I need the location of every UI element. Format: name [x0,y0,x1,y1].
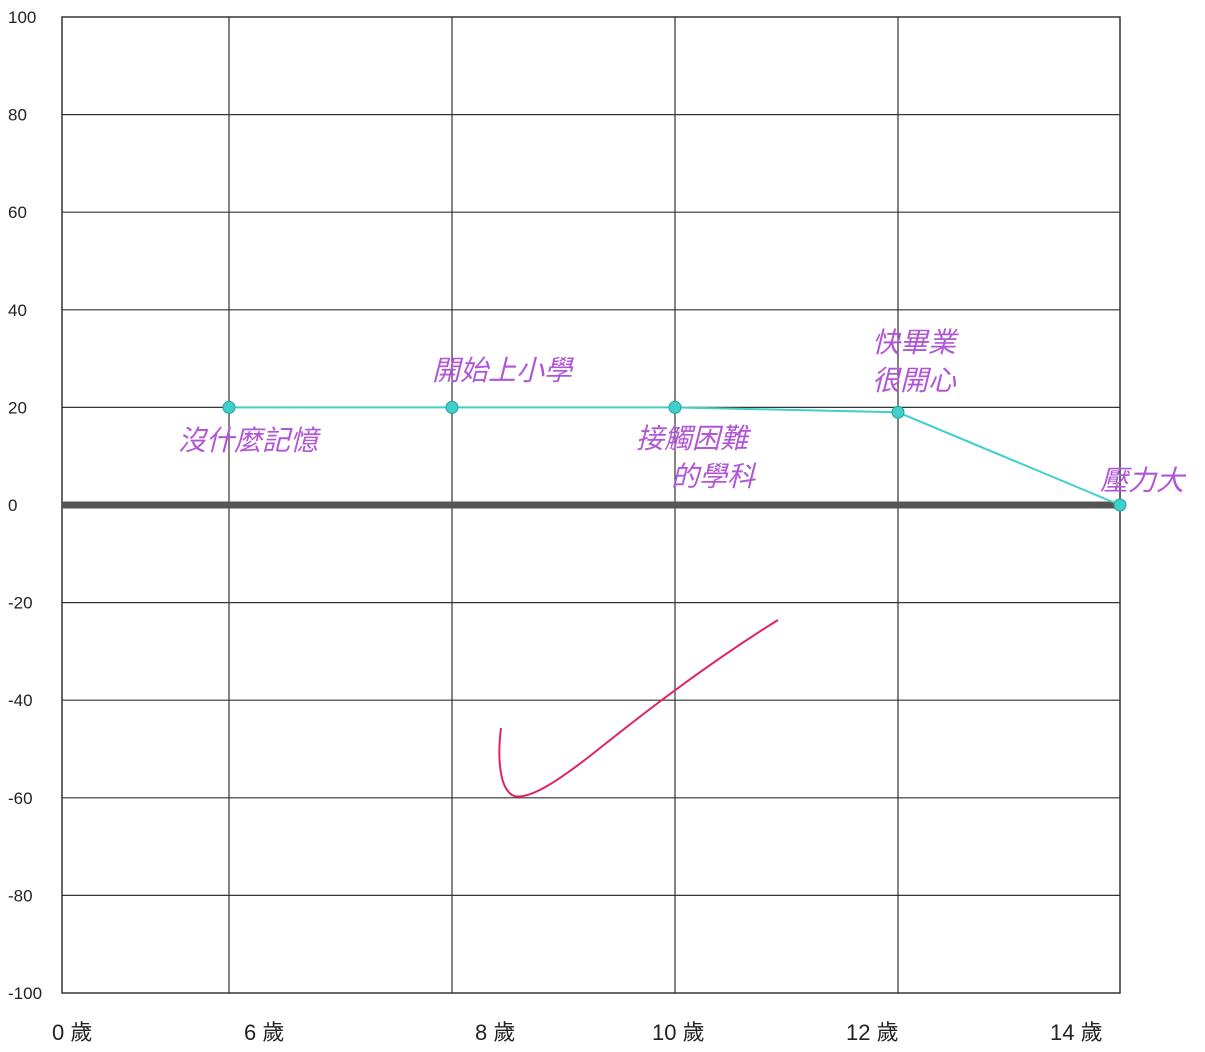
y-tick-label: -40 [8,691,33,710]
y-tick-label: -100 [8,984,42,1003]
annotation-label: 沒什麼記憶 [178,424,321,457]
data-point [891,405,905,419]
x-axis-ticks: 0 歲 6 歲 8 歲 10 歲 12 歲 14 歲 [52,1020,1103,1045]
data-point [668,400,682,414]
x-tick-label: 12 歲 [846,1020,899,1045]
y-tick-label: 0 [8,496,17,515]
x-tick-label: 14 歲 [1050,1020,1103,1045]
y-tick-label: 100 [8,8,36,27]
data-point [445,400,459,414]
y-tick-label: 40 [8,301,27,320]
series-layer [222,400,1127,512]
annotation-label: 的學科 [671,460,757,493]
x-tick-label: 0 歲 [52,1020,92,1045]
y-tick-label: -80 [8,886,33,905]
x-tick-label: 6 歲 [244,1020,284,1045]
data-point [1113,498,1127,512]
x-tick-label: 10 歲 [652,1020,705,1045]
annotation-label: 接觸困難 [636,422,752,455]
y-tick-label: -60 [8,789,33,808]
y-axis-ticks: 100 80 60 40 20 0 -20 -40 -60 -80 -100 [8,8,42,1003]
annotation-label: 很開心 [872,364,957,397]
y-tick-label: -20 [8,594,33,613]
annotation-label: 壓力大 [1100,464,1187,497]
y-tick-label: 60 [8,203,27,222]
data-point [222,400,236,414]
annotation-label: 開始上小學 [432,354,575,387]
grid [61,16,1121,994]
y-tick-label: 20 [8,398,27,417]
y-tick-label: 80 [8,106,27,125]
checkmark [498,619,779,798]
annotation-label: 快畢業 [872,326,959,359]
x-tick-label: 8 歲 [475,1020,515,1045]
